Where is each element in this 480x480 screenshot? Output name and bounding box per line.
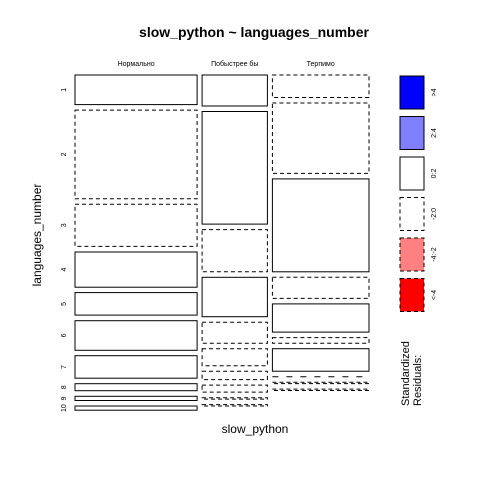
legend-label: >4 (431, 88, 438, 96)
row-label: 9 (61, 396, 68, 400)
column-labels: Нормально Побыстрее бы Терпимо (118, 60, 335, 68)
mosaic-cell (75, 321, 197, 351)
row-labels: 1 2 3 4 5 6 7 8 9 10 (61, 88, 68, 412)
mosaic-cell (202, 230, 267, 272)
mosaic-cell (202, 322, 267, 343)
row-label: 4 (61, 267, 68, 271)
legend-swatch (400, 117, 424, 150)
mosaic-cell (202, 371, 267, 379)
row-label: 7 (61, 365, 68, 369)
row-label: 5 (61, 302, 68, 306)
mosaic-cell (272, 277, 369, 298)
column-label: Побыстрее бы (211, 60, 258, 68)
mosaic-cell (75, 356, 197, 379)
mosaic-cell (272, 179, 369, 272)
mosaic-cell (202, 405, 267, 406)
column-label: Терпимо (307, 61, 335, 68)
legend-swatch (400, 238, 424, 271)
mosaic-cell (202, 385, 267, 392)
y-axis-title: languages_number (30, 184, 44, 287)
legend-swatch (400, 279, 424, 312)
legend-swatch (400, 198, 424, 231)
mosaic-cell (75, 110, 197, 199)
mosaic-cell (272, 382, 369, 383)
row-label: 3 (61, 223, 68, 227)
row-label: 1 (61, 88, 68, 92)
mosaic-cell (75, 293, 197, 316)
mosaic-cell (202, 75, 267, 106)
mosaic-cell (272, 349, 369, 372)
legend-title: Standardized (400, 341, 412, 406)
x-axis-title: slow_python (222, 422, 289, 436)
legend-label: 0:2 (431, 169, 438, 179)
mosaic-cell (75, 396, 197, 400)
mosaic-cells (75, 75, 369, 410)
legend-label: <-4 (431, 290, 438, 300)
legend-swatch (400, 76, 424, 109)
mosaic-cell (272, 75, 369, 98)
mosaic-cell (75, 252, 197, 287)
row-label: 8 (61, 385, 68, 389)
mosaic-cell (202, 277, 267, 316)
mosaic-cell (272, 304, 369, 332)
mosaic-cell (272, 389, 369, 390)
mosaic-cell (202, 398, 267, 399)
mosaic-cell (202, 112, 267, 225)
row-label: 10 (61, 404, 68, 412)
mosaic-cell (202, 349, 267, 366)
mosaic-cell (75, 204, 197, 246)
mosaic-cell (75, 75, 197, 105)
row-label: 2 (61, 152, 68, 156)
legend-swatch (400, 157, 424, 190)
mosaic-cell (75, 384, 197, 391)
mosaic-cell (75, 406, 197, 410)
legend: >4 2:4 0:2 -2:0 -4:-2 <-4 Standardized Residual… (400, 76, 438, 406)
mosaic-cell (272, 103, 369, 173)
legend-label: 2:4 (431, 128, 438, 138)
legend-title: Residuals: (412, 355, 424, 406)
row-label: 6 (61, 333, 68, 337)
legend-label: -2:0 (431, 208, 438, 220)
legend-label: -4:-2 (431, 247, 438, 262)
mosaic-cell (272, 338, 369, 344)
column-label: Нормально (118, 61, 155, 68)
chart-title: slow_python ~ languages_number (139, 24, 369, 40)
